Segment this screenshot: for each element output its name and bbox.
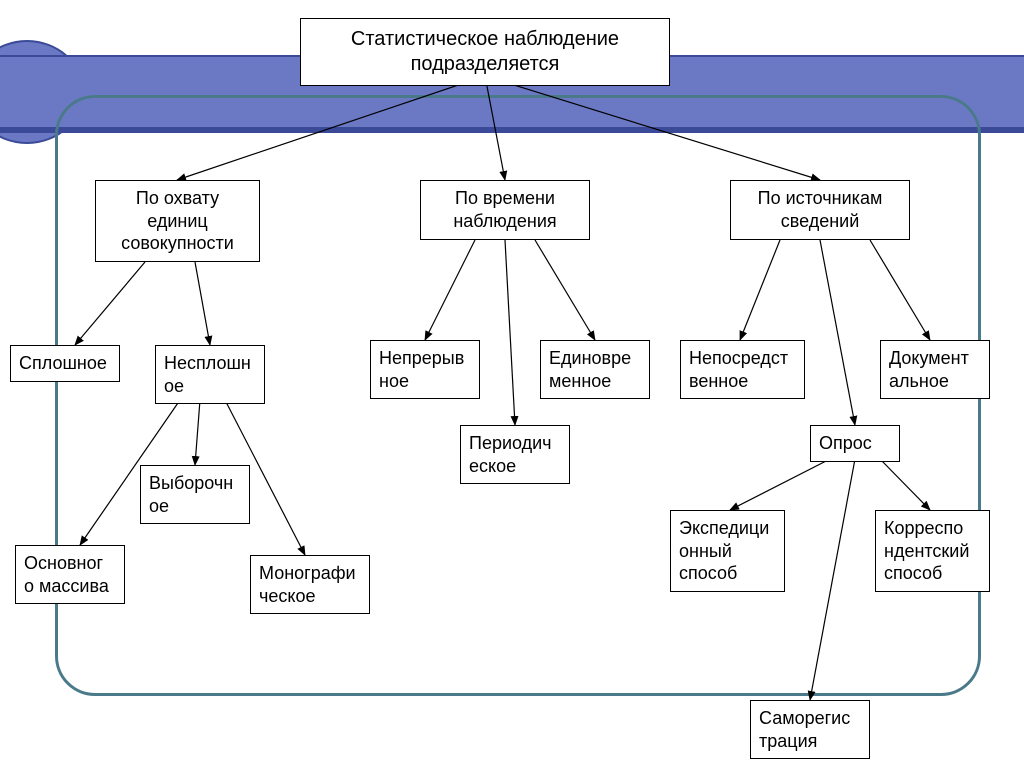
node-b1: По охватуединицсовокупности <box>95 180 260 262</box>
node-n9: Непосредственное <box>680 340 805 399</box>
node-n1: Сплошное <box>10 345 120 382</box>
node-n3: Выборочное <box>140 465 250 524</box>
node-n4: Основного массива <box>15 545 125 604</box>
node-n11: Опрос <box>810 425 900 462</box>
node-n5: Монографическое <box>250 555 370 614</box>
node-b2: По временинаблюдения <box>420 180 590 240</box>
node-n13: Корреспондентскийспособ <box>875 510 990 592</box>
node-n12: Экспедиционныйспособ <box>670 510 785 592</box>
node-n14: Саморегистрация <box>750 700 870 759</box>
node-n6: Непрерывное <box>370 340 480 399</box>
node-n10: Документальное <box>880 340 990 399</box>
node-n8: Периодическое <box>460 425 570 484</box>
node-root: Статистическое наблюдениеподразделяется <box>300 18 670 86</box>
node-b3: По источникамсведений <box>730 180 910 240</box>
node-n2: Несплошное <box>155 345 265 404</box>
node-n7: Единовременное <box>540 340 650 399</box>
